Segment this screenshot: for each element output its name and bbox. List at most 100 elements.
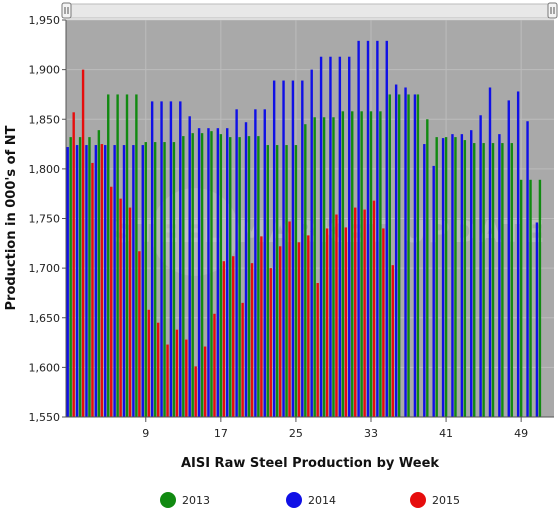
bar-2013-week-34[interactable] bbox=[379, 111, 382, 417]
bar-2013-week-32[interactable] bbox=[360, 111, 363, 417]
bar-2015-week-5[interactable] bbox=[110, 186, 113, 417]
bar-2015-week-7[interactable] bbox=[128, 207, 132, 417]
bar-2014-week-39[interactable] bbox=[423, 144, 426, 417]
bar-2014-week-28[interactable] bbox=[319, 56, 323, 417]
bar-2015-week-22[interactable] bbox=[269, 268, 272, 418]
bar-2014-week-36[interactable] bbox=[394, 84, 398, 417]
bar-2013-week-22[interactable] bbox=[266, 145, 269, 417]
bar-2014-week-14[interactable] bbox=[188, 116, 191, 418]
bar-2013-week-30[interactable] bbox=[341, 111, 345, 417]
bar-2015-week-11[interactable] bbox=[166, 344, 169, 417]
bar-2013-week-44[interactable] bbox=[473, 143, 476, 417]
bar-2014-week-8[interactable] bbox=[132, 145, 135, 417]
bar-2013-week-27[interactable] bbox=[313, 117, 316, 417]
bar-2014-week-48[interactable] bbox=[507, 100, 510, 417]
bar-2015-week-16[interactable] bbox=[213, 313, 216, 417]
bar-2013-week-45[interactable] bbox=[482, 143, 485, 417]
bar-2015-week-35[interactable] bbox=[391, 265, 394, 417]
range-handle-right[interactable] bbox=[547, 2, 558, 19]
bar-2014-week-19[interactable] bbox=[235, 109, 238, 417]
bar-2014-week-17[interactable] bbox=[216, 128, 220, 417]
bar-2013-week-8[interactable] bbox=[135, 94, 138, 417]
bar-2013-week-21[interactable] bbox=[257, 136, 260, 417]
bar-2014-week-10[interactable] bbox=[150, 101, 154, 417]
bar-2013-week-9[interactable] bbox=[144, 142, 147, 417]
bar-2015-week-21[interactable] bbox=[260, 236, 263, 417]
bar-2013-week-31[interactable] bbox=[351, 111, 354, 417]
bar-2013-week-29[interactable] bbox=[332, 117, 335, 417]
bar-2013-week-13[interactable] bbox=[182, 136, 185, 417]
bar-2014-week-4[interactable] bbox=[94, 145, 98, 417]
bar-2015-week-34[interactable] bbox=[382, 228, 385, 417]
bar-2014-week-21[interactable] bbox=[254, 109, 257, 417]
bar-2013-week-49[interactable] bbox=[519, 179, 523, 417]
bar-2014-week-11[interactable] bbox=[160, 101, 163, 417]
bar-2014-week-31[interactable] bbox=[348, 56, 351, 417]
bar-2013-week-42[interactable] bbox=[454, 137, 457, 417]
bar-2015-week-24[interactable] bbox=[288, 221, 291, 417]
bar-2013-week-5[interactable] bbox=[107, 94, 110, 417]
legend-marker-2014[interactable] bbox=[286, 492, 302, 508]
bar-2015-week-25[interactable] bbox=[297, 242, 301, 417]
bar-2013-week-2[interactable] bbox=[78, 137, 82, 417]
bar-2013-week-36[interactable] bbox=[397, 94, 401, 417]
bar-2013-week-39[interactable] bbox=[426, 119, 429, 417]
bar-2015-week-32[interactable] bbox=[363, 209, 366, 417]
bar-2014-week-47[interactable] bbox=[498, 134, 501, 417]
bar-2014-week-46[interactable] bbox=[488, 87, 492, 418]
bar-2015-week-20[interactable] bbox=[250, 263, 254, 417]
bar-2013-week-15[interactable] bbox=[200, 133, 204, 417]
bar-2015-week-6[interactable] bbox=[119, 198, 122, 417]
bar-2015-week-10[interactable] bbox=[156, 322, 160, 417]
bar-2013-week-43[interactable] bbox=[463, 140, 467, 417]
bar-2013-week-3[interactable] bbox=[88, 137, 91, 417]
bar-2015-week-2[interactable] bbox=[81, 69, 85, 418]
bar-2014-week-5[interactable] bbox=[104, 145, 107, 417]
bar-2013-week-7[interactable] bbox=[125, 94, 129, 417]
legend-label-2013[interactable]: 2013 bbox=[182, 494, 210, 507]
bar-2013-week-11[interactable] bbox=[163, 142, 166, 417]
bar-2014-week-27[interactable] bbox=[310, 69, 313, 418]
bar-2014-week-24[interactable] bbox=[282, 80, 285, 417]
bar-2013-week-40[interactable] bbox=[435, 137, 438, 417]
bar-2015-week-12[interactable] bbox=[175, 329, 179, 417]
bar-2015-week-27[interactable] bbox=[316, 283, 319, 417]
range-handle-left[interactable] bbox=[61, 2, 72, 19]
bar-2013-week-14[interactable] bbox=[191, 133, 194, 417]
bar-2014-week-25[interactable] bbox=[291, 80, 295, 417]
bar-2013-week-28[interactable] bbox=[322, 117, 326, 417]
bar-2014-week-41[interactable] bbox=[441, 138, 445, 418]
bar-2015-week-19[interactable] bbox=[241, 302, 244, 417]
bar-2014-week-32[interactable] bbox=[357, 40, 360, 418]
bar-2013-week-1[interactable] bbox=[69, 137, 72, 417]
bar-2013-week-35[interactable] bbox=[388, 94, 391, 417]
bar-2014-week-30[interactable] bbox=[338, 56, 342, 417]
bar-2013-week-16[interactable] bbox=[210, 131, 213, 417]
bar-2013-week-24[interactable] bbox=[285, 145, 288, 417]
bar-2015-week-3[interactable] bbox=[91, 162, 94, 417]
bar-2013-week-10[interactable] bbox=[153, 142, 157, 417]
legend-label-2015[interactable]: 2015 bbox=[432, 494, 460, 507]
bar-2015-week-31[interactable] bbox=[354, 207, 357, 417]
bar-2014-week-23[interactable] bbox=[272, 80, 276, 417]
bar-2013-week-25[interactable] bbox=[294, 145, 298, 417]
bar-2013-week-6[interactable] bbox=[116, 94, 119, 417]
bar-2015-week-4[interactable] bbox=[100, 144, 104, 417]
bar-2013-week-51[interactable] bbox=[538, 179, 542, 417]
bar-2014-week-42[interactable] bbox=[451, 134, 454, 417]
bar-2014-week-20[interactable] bbox=[244, 122, 248, 417]
bar-2013-week-19[interactable] bbox=[238, 137, 241, 417]
legend-marker-2015[interactable] bbox=[410, 492, 426, 508]
bar-2013-week-12[interactable] bbox=[172, 142, 176, 417]
bar-2015-week-26[interactable] bbox=[307, 235, 310, 417]
bar-2013-week-41[interactable] bbox=[444, 137, 448, 417]
legend-label-2014[interactable]: 2014 bbox=[308, 494, 336, 507]
bar-2014-week-12[interactable] bbox=[169, 101, 173, 417]
bar-2015-week-17[interactable] bbox=[222, 261, 226, 417]
bar-2014-week-3[interactable] bbox=[85, 145, 88, 417]
bar-2013-week-46[interactable] bbox=[491, 143, 495, 417]
bar-2014-week-49[interactable] bbox=[516, 91, 520, 418]
bar-2013-week-23[interactable] bbox=[275, 145, 279, 417]
bar-2014-week-18[interactable] bbox=[226, 128, 229, 417]
bar-2015-week-15[interactable] bbox=[203, 346, 207, 417]
